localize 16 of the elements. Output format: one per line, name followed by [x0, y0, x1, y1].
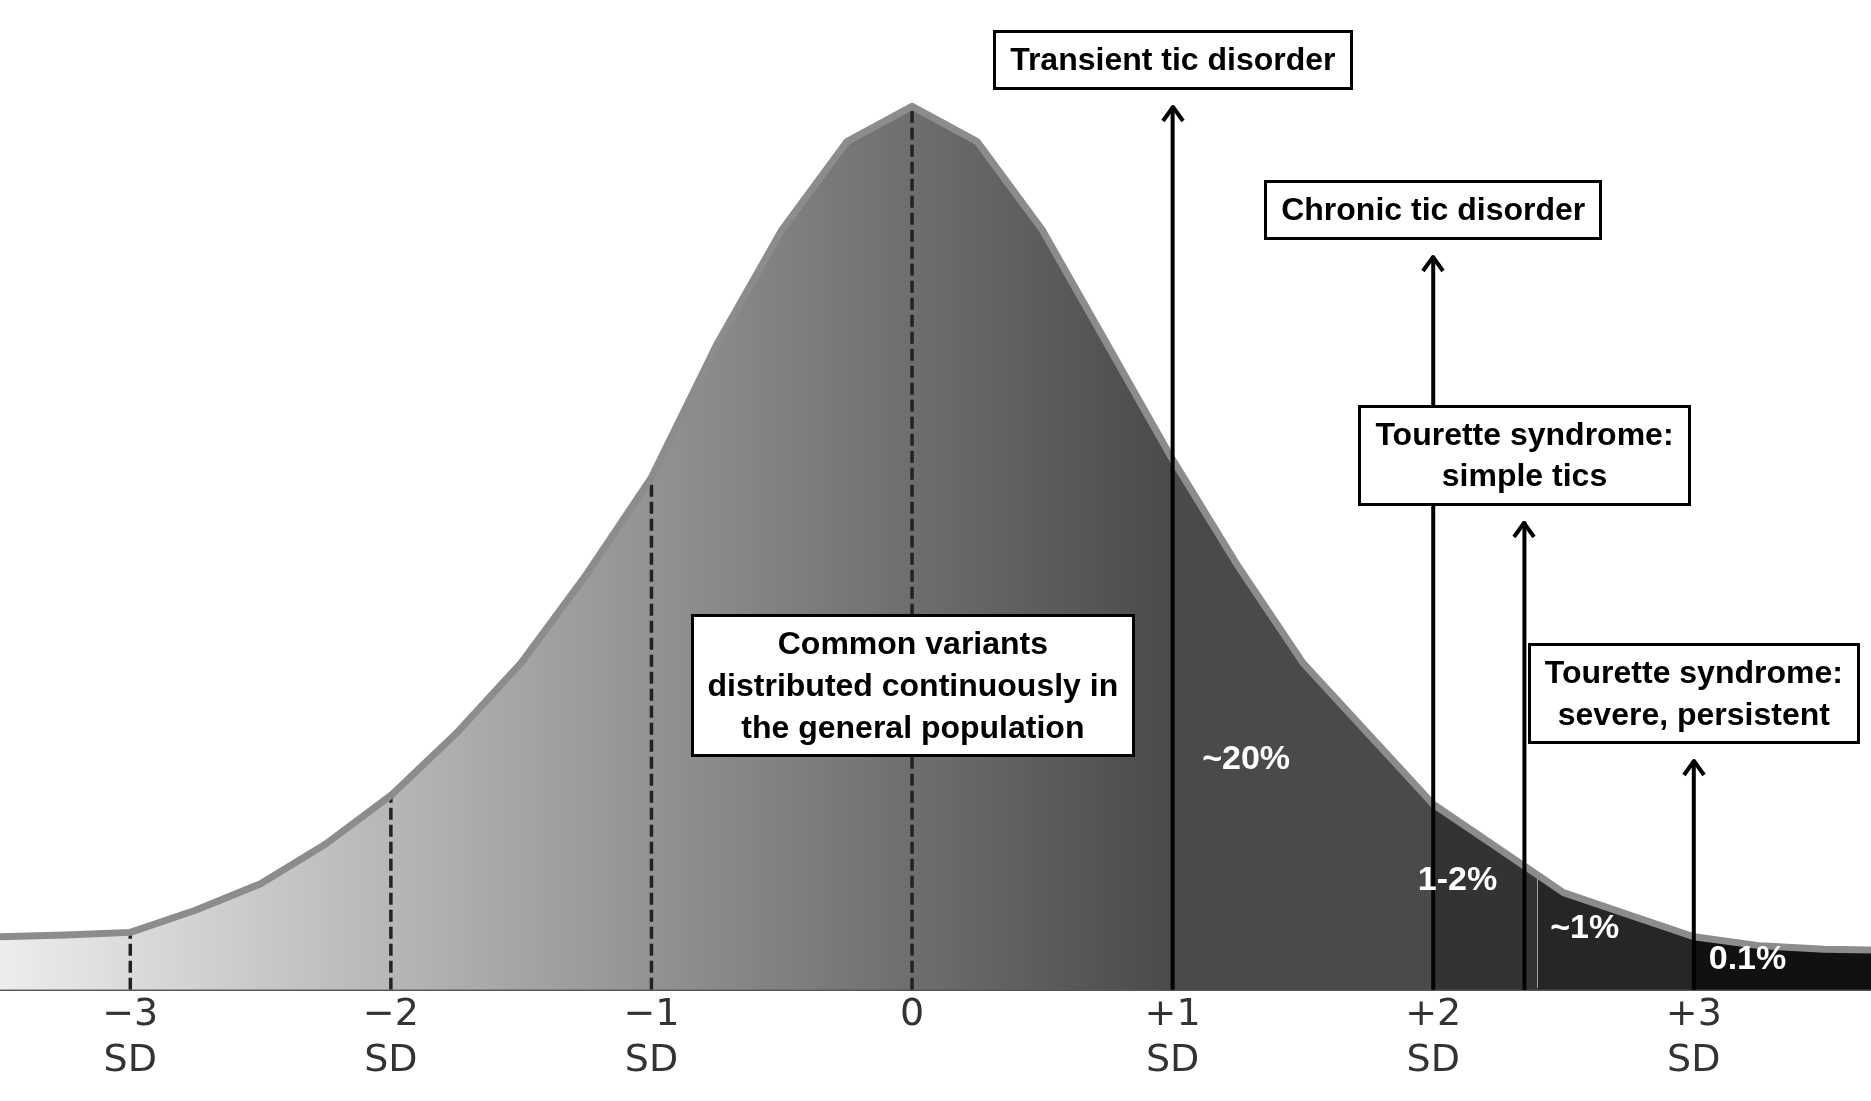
x-tick-label: −2 SD: [362, 990, 419, 1081]
annotation: Common variants distributed continuously in the general population: [690, 614, 1136, 758]
ref-line-label: Transient tic disorder: [993, 30, 1353, 90]
x-tick-label: −1 SD: [623, 990, 680, 1081]
annotation: 0.1%: [1708, 938, 1787, 977]
annotation: ~20%: [1202, 738, 1291, 777]
x-tick-label: +2 SD: [1405, 990, 1462, 1081]
x-tick-label: +1 SD: [1144, 990, 1201, 1081]
annotation: ~1%: [1550, 906, 1620, 945]
x-tick-label: 0: [899, 990, 925, 1035]
annotation: 1-2%: [1417, 859, 1498, 898]
ref-line-label: Tourette syndrome: severe, persistent: [1527, 643, 1860, 745]
x-tick-label: −3 SD: [102, 990, 159, 1081]
ref-line-label: Chronic tic disorder: [1264, 180, 1603, 241]
x-tick-label: +3 SD: [1665, 990, 1722, 1081]
ref-line-label: Tourette syndrome: simple tics: [1358, 404, 1691, 506]
